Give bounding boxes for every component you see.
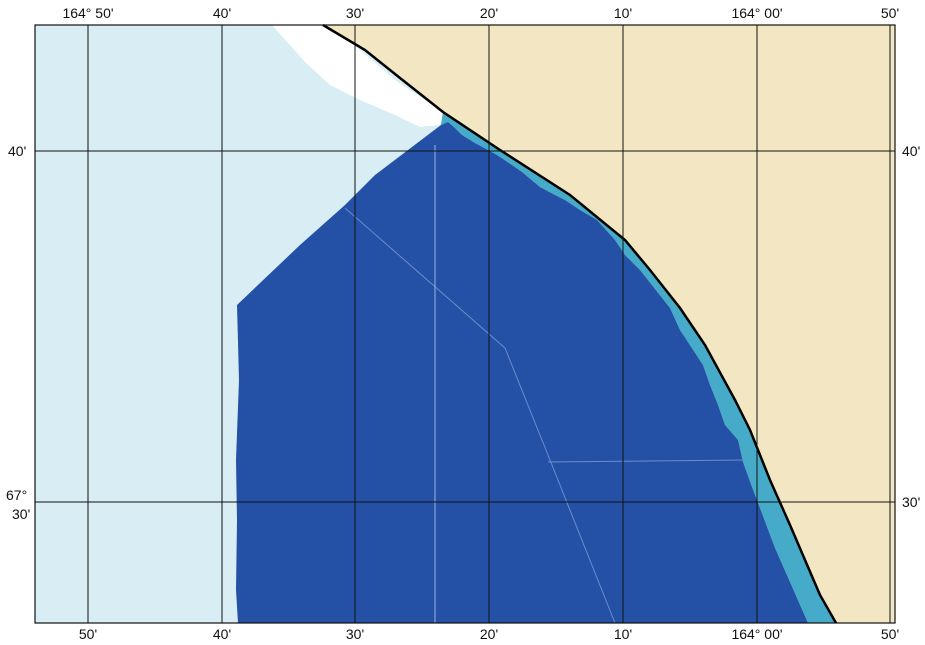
top-lon-label: 164° 50' bbox=[62, 5, 113, 21]
unmapped-strip bbox=[272, 25, 443, 127]
graticule bbox=[35, 25, 895, 623]
internal-boundaries bbox=[344, 145, 746, 624]
bottom-lon-label: 10' bbox=[614, 626, 632, 642]
top-lon-label: 50' bbox=[881, 5, 899, 21]
top-lon-label: 10' bbox=[614, 5, 632, 21]
bottom-lon-label: 50' bbox=[881, 626, 899, 642]
bottom-lon-label: 50' bbox=[79, 626, 97, 642]
nearshore-band bbox=[441, 112, 836, 623]
top-lon-label: 164° 00' bbox=[731, 5, 782, 21]
left-lat-minute: 30' bbox=[12, 506, 30, 522]
top-lon-label: 40' bbox=[213, 5, 231, 21]
right-lat-label: 30' bbox=[902, 494, 920, 510]
left-lat-degree: 67° bbox=[6, 487, 27, 503]
land-area bbox=[323, 25, 895, 623]
top-lon-label: 30' bbox=[346, 5, 364, 21]
bottom-lon-label: 40' bbox=[213, 626, 231, 642]
bottom-lon-label: 20' bbox=[480, 626, 498, 642]
right-lat-label: 40' bbox=[902, 143, 920, 159]
left-lat-label: 40' bbox=[8, 143, 26, 159]
deep-area bbox=[236, 122, 808, 623]
top-lon-label: 20' bbox=[480, 5, 498, 21]
bottom-lon-label: 30' bbox=[346, 626, 364, 642]
map-frame bbox=[34, 24, 896, 624]
bottom-lon-label: 164° 00' bbox=[731, 626, 782, 642]
